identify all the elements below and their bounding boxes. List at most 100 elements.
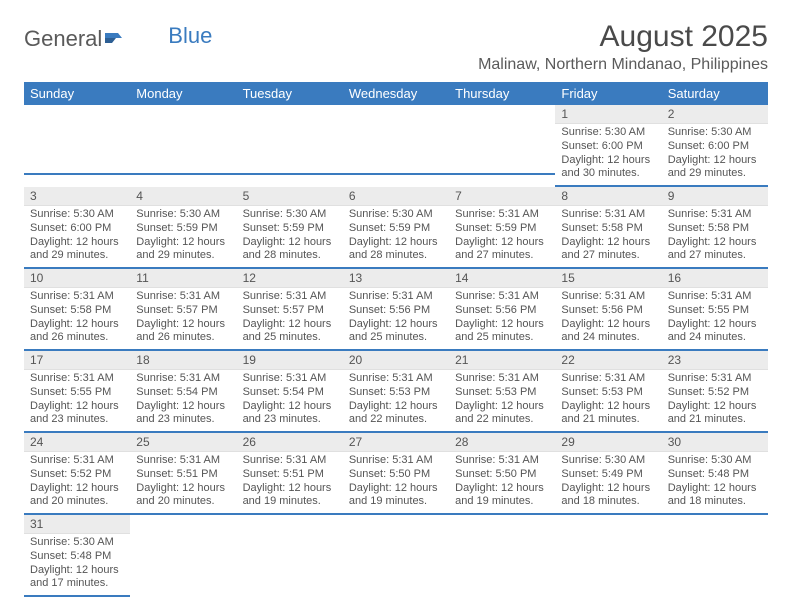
sunset-text: Sunset: 5:56 PM — [455, 304, 549, 318]
sunrise-text: Sunrise: 5:30 AM — [30, 536, 124, 550]
daylight-line1: Daylight: 12 hours — [668, 482, 762, 496]
calendar-body: 1Sunrise: 5:30 AMSunset: 6:00 PMDaylight… — [24, 105, 768, 597]
day-content: Sunrise: 5:31 AMSunset: 5:53 PMDaylight:… — [555, 370, 661, 433]
sunrise-text: Sunrise: 5:31 AM — [243, 454, 337, 468]
day-number: 10 — [24, 269, 130, 288]
sunset-text: Sunset: 6:00 PM — [561, 140, 655, 154]
day-content: Sunrise: 5:31 AMSunset: 5:56 PMDaylight:… — [555, 288, 661, 351]
day-content — [555, 533, 661, 585]
sunrise-text: Sunrise: 5:31 AM — [136, 290, 230, 304]
daylight-line2: and 17 minutes. — [30, 577, 124, 591]
daylight-line1: Daylight: 12 hours — [30, 236, 124, 250]
sunset-text: Sunset: 5:59 PM — [349, 222, 443, 236]
daylight-line1: Daylight: 12 hours — [561, 236, 655, 250]
day-number: 20 — [343, 351, 449, 370]
day-content: Sunrise: 5:31 AMSunset: 5:53 PMDaylight:… — [343, 370, 449, 433]
daylight-line2: and 24 minutes. — [561, 331, 655, 345]
sunset-text: Sunset: 5:55 PM — [668, 304, 762, 318]
day-number: 16 — [662, 269, 768, 288]
calendar-row: 1Sunrise: 5:30 AMSunset: 6:00 PMDaylight… — [24, 105, 768, 187]
sunrise-text: Sunrise: 5:31 AM — [349, 290, 443, 304]
calendar-row: 17Sunrise: 5:31 AMSunset: 5:55 PMDayligh… — [24, 351, 768, 433]
calendar-cell: 21Sunrise: 5:31 AMSunset: 5:53 PMDayligh… — [449, 351, 555, 433]
daylight-line2: and 21 minutes. — [561, 413, 655, 427]
day-content: Sunrise: 5:31 AMSunset: 5:50 PMDaylight:… — [449, 452, 555, 515]
sunrise-text: Sunrise: 5:30 AM — [136, 208, 230, 222]
calendar-cell: 22Sunrise: 5:31 AMSunset: 5:53 PMDayligh… — [555, 351, 661, 433]
day-number: 6 — [343, 187, 449, 206]
sunrise-text: Sunrise: 5:31 AM — [349, 454, 443, 468]
day-header: Sunday — [24, 82, 130, 105]
day-content — [343, 533, 449, 585]
daylight-line1: Daylight: 12 hours — [136, 482, 230, 496]
daylight-line1: Daylight: 12 hours — [30, 564, 124, 578]
daylight-line1: Daylight: 12 hours — [668, 154, 762, 168]
day-number: 9 — [662, 187, 768, 206]
sunrise-text: Sunrise: 5:30 AM — [349, 208, 443, 222]
day-header: Thursday — [449, 82, 555, 105]
calendar-cell — [130, 105, 236, 187]
day-number: 11 — [130, 269, 236, 288]
daylight-line2: and 19 minutes. — [243, 495, 337, 509]
daylight-line1: Daylight: 12 hours — [561, 482, 655, 496]
sunset-text: Sunset: 5:53 PM — [561, 386, 655, 400]
sunrise-text: Sunrise: 5:31 AM — [561, 208, 655, 222]
daylight-line2: and 27 minutes. — [668, 249, 762, 263]
day-number: 14 — [449, 269, 555, 288]
sunset-text: Sunset: 5:49 PM — [561, 468, 655, 482]
calendar-cell: 13Sunrise: 5:31 AMSunset: 5:56 PMDayligh… — [343, 269, 449, 351]
calendar-cell: 5Sunrise: 5:30 AMSunset: 5:59 PMDaylight… — [237, 187, 343, 269]
sunset-text: Sunset: 5:59 PM — [455, 222, 549, 236]
day-number: 21 — [449, 351, 555, 370]
calendar-row: 31Sunrise: 5:30 AMSunset: 5:48 PMDayligh… — [24, 515, 768, 597]
daylight-line1: Daylight: 12 hours — [30, 318, 124, 332]
day-number: 26 — [237, 433, 343, 452]
calendar-cell: 11Sunrise: 5:31 AMSunset: 5:57 PMDayligh… — [130, 269, 236, 351]
calendar-cell: 19Sunrise: 5:31 AMSunset: 5:54 PMDayligh… — [237, 351, 343, 433]
daylight-line2: and 22 minutes. — [455, 413, 549, 427]
calendar-cell — [130, 515, 236, 597]
sunset-text: Sunset: 5:56 PM — [561, 304, 655, 318]
sunset-text: Sunset: 5:52 PM — [668, 386, 762, 400]
calendar-cell: 20Sunrise: 5:31 AMSunset: 5:53 PMDayligh… — [343, 351, 449, 433]
day-content: Sunrise: 5:30 AMSunset: 5:48 PMDaylight:… — [24, 534, 130, 597]
calendar-cell — [555, 515, 661, 597]
sunrise-text: Sunrise: 5:30 AM — [668, 454, 762, 468]
calendar-cell: 12Sunrise: 5:31 AMSunset: 5:57 PMDayligh… — [237, 269, 343, 351]
daylight-line2: and 24 minutes. — [668, 331, 762, 345]
month-title: August 2025 — [478, 20, 768, 54]
day-number: 5 — [237, 187, 343, 206]
day-content: Sunrise: 5:31 AMSunset: 5:53 PMDaylight:… — [449, 370, 555, 433]
calendar-cell — [343, 105, 449, 187]
calendar-cell — [237, 515, 343, 597]
daylight-line1: Daylight: 12 hours — [455, 318, 549, 332]
sunrise-text: Sunrise: 5:30 AM — [561, 454, 655, 468]
daylight-line1: Daylight: 12 hours — [668, 400, 762, 414]
daylight-line2: and 25 minutes. — [349, 331, 443, 345]
day-number: 15 — [555, 269, 661, 288]
day-header-row: SundayMondayTuesdayWednesdayThursdayFrid… — [24, 82, 768, 105]
sunrise-text: Sunrise: 5:31 AM — [30, 372, 124, 386]
calendar-cell: 25Sunrise: 5:31 AMSunset: 5:51 PMDayligh… — [130, 433, 236, 515]
day-number: 31 — [24, 515, 130, 534]
sunset-text: Sunset: 5:58 PM — [668, 222, 762, 236]
day-content: Sunrise: 5:30 AMSunset: 5:49 PMDaylight:… — [555, 452, 661, 515]
day-header: Saturday — [662, 82, 768, 105]
calendar-cell: 23Sunrise: 5:31 AMSunset: 5:52 PMDayligh… — [662, 351, 768, 433]
sunset-text: Sunset: 5:48 PM — [668, 468, 762, 482]
calendar-cell: 16Sunrise: 5:31 AMSunset: 5:55 PMDayligh… — [662, 269, 768, 351]
daylight-line2: and 23 minutes. — [30, 413, 124, 427]
day-content: Sunrise: 5:31 AMSunset: 5:54 PMDaylight:… — [130, 370, 236, 433]
location: Malinaw, Northern Mindanao, Philippines — [478, 56, 768, 74]
sunrise-text: Sunrise: 5:31 AM — [455, 290, 549, 304]
sunset-text: Sunset: 5:52 PM — [30, 468, 124, 482]
calendar-cell: 3Sunrise: 5:30 AMSunset: 6:00 PMDaylight… — [24, 187, 130, 269]
sunrise-text: Sunrise: 5:30 AM — [561, 126, 655, 140]
daylight-line2: and 27 minutes. — [561, 249, 655, 263]
calendar-cell: 27Sunrise: 5:31 AMSunset: 5:50 PMDayligh… — [343, 433, 449, 515]
day-content: Sunrise: 5:30 AMSunset: 5:59 PMDaylight:… — [343, 206, 449, 269]
day-number — [130, 105, 236, 123]
sunrise-text: Sunrise: 5:31 AM — [455, 454, 549, 468]
daylight-line2: and 18 minutes. — [668, 495, 762, 509]
day-content: Sunrise: 5:31 AMSunset: 5:51 PMDaylight:… — [237, 452, 343, 515]
